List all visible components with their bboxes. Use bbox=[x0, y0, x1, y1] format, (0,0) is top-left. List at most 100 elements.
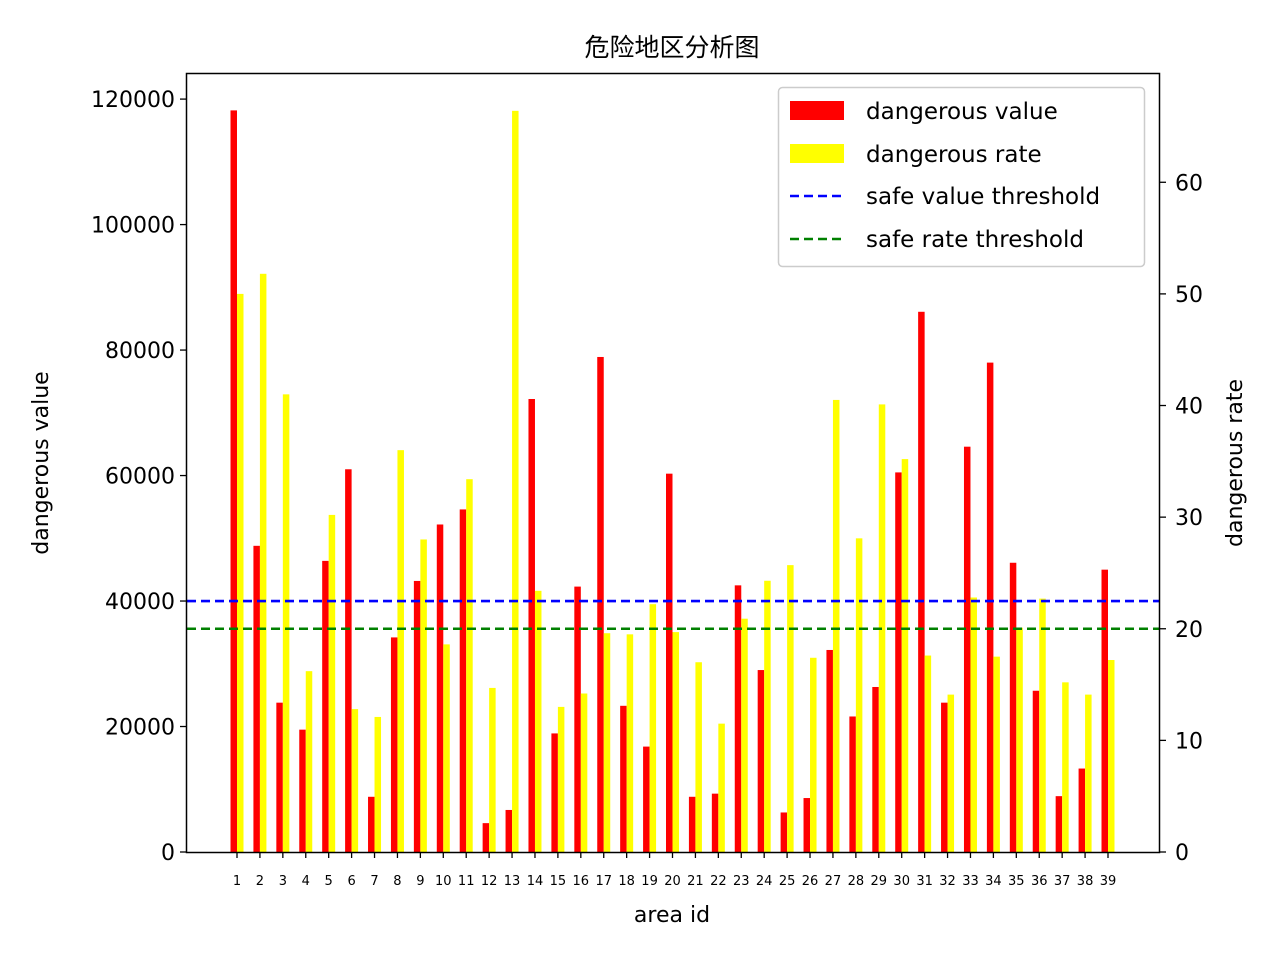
bar-dangerous-rate-17 bbox=[603, 633, 611, 852]
bar-dangerous-rate-37 bbox=[1062, 682, 1069, 852]
bar-dangerous-value-27 bbox=[826, 649, 833, 852]
bar-dangerous-rate-10 bbox=[443, 644, 450, 852]
bar-dangerous-rate-4 bbox=[305, 671, 313, 852]
x-tick-label: 8 bbox=[393, 874, 401, 889]
legend-swatch-dangerous-value bbox=[790, 101, 844, 120]
bar-dangerous-rate-19 bbox=[649, 604, 657, 852]
bar-dangerous-value-24 bbox=[757, 670, 765, 852]
bar-dangerous-rate-13 bbox=[512, 110, 519, 853]
bar-dangerous-value-15 bbox=[551, 733, 558, 852]
bar-dangerous-value-12 bbox=[482, 823, 490, 852]
bar-dangerous-value-10 bbox=[436, 524, 444, 852]
bar-dangerous-value-21 bbox=[688, 796, 696, 852]
bar-dangerous-rate-24 bbox=[764, 580, 771, 852]
bar-dangerous-rate-26 bbox=[810, 657, 817, 852]
y-right-tick-label: 50 bbox=[1175, 283, 1203, 308]
x-tick-label: 34 bbox=[985, 874, 1002, 889]
bar-dangerous-rate-3 bbox=[282, 394, 290, 852]
bar-dangerous-rate-22 bbox=[718, 723, 725, 852]
bar-dangerous-value-14 bbox=[528, 399, 535, 852]
bar-dangerous-rate-27 bbox=[832, 399, 840, 852]
x-tick-label: 21 bbox=[687, 874, 704, 889]
x-tick-label: 28 bbox=[848, 874, 865, 889]
y-left-tick-label: 0 bbox=[161, 841, 175, 866]
x-tick-label: 6 bbox=[347, 874, 355, 889]
x-tick-label: 20 bbox=[664, 874, 681, 889]
y-right-tick-label: 10 bbox=[1175, 729, 1203, 754]
legend-label-safe-rate-threshold: safe rate threshold bbox=[866, 227, 1084, 253]
x-tick-label: 12 bbox=[481, 874, 498, 889]
x-tick-label: 9 bbox=[416, 874, 424, 889]
bar-dangerous-value-17 bbox=[597, 356, 604, 852]
y-axis-right-label: dangerous rate bbox=[1223, 379, 1248, 547]
x-tick-label: 29 bbox=[871, 874, 888, 889]
x-tick-label: 2 bbox=[256, 874, 264, 889]
bar-dangerous-value-35 bbox=[1009, 562, 1017, 852]
bar-dangerous-rate-30 bbox=[901, 459, 909, 852]
x-tick-label: 24 bbox=[756, 874, 773, 889]
legend-label-dangerous-value: dangerous value bbox=[866, 99, 1058, 125]
bar-dangerous-rate-9 bbox=[420, 539, 427, 852]
y-right-tick-label: 20 bbox=[1175, 618, 1203, 643]
x-tick-label: 13 bbox=[504, 874, 521, 889]
bar-dangerous-value-37 bbox=[1055, 796, 1063, 852]
bar-dangerous-value-36 bbox=[1032, 690, 1040, 852]
bar-dangerous-rate-7 bbox=[374, 716, 382, 852]
bar-dangerous-rate-21 bbox=[695, 662, 702, 852]
bar-dangerous-value-6 bbox=[345, 469, 352, 852]
y-right-tick-label: 40 bbox=[1175, 395, 1203, 420]
x-tick-label: 35 bbox=[1008, 874, 1025, 889]
bar-dangerous-value-4 bbox=[299, 729, 306, 852]
bar-dangerous-value-16 bbox=[574, 586, 581, 852]
bar-dangerous-rate-29 bbox=[878, 404, 886, 852]
bar-dangerous-value-22 bbox=[711, 793, 719, 852]
y-left-tick-label: 100000 bbox=[91, 214, 175, 239]
x-tick-label: 26 bbox=[802, 874, 819, 889]
x-tick-label: 25 bbox=[779, 874, 796, 889]
bar-dangerous-rate-39 bbox=[1108, 660, 1115, 852]
x-tick-label: 37 bbox=[1054, 874, 1071, 889]
bar-dangerous-rate-34 bbox=[993, 656, 1000, 852]
x-tick-label: 5 bbox=[325, 874, 333, 889]
x-tick-label: 14 bbox=[527, 874, 544, 889]
bar-dangerous-value-39 bbox=[1101, 569, 1108, 852]
y-left-tick-label: 20000 bbox=[105, 716, 175, 741]
bar-dangerous-rate-28 bbox=[855, 538, 863, 852]
x-tick-label: 1 bbox=[233, 874, 241, 889]
bar-dangerous-value-30 bbox=[895, 472, 902, 852]
x-tick-label: 7 bbox=[370, 874, 378, 889]
bar-dangerous-rate-23 bbox=[741, 618, 748, 852]
x-tick-label: 23 bbox=[733, 874, 750, 889]
legend: dangerous value dangerous rate safe valu… bbox=[777, 86, 1146, 268]
bar-dangerous-value-28 bbox=[849, 716, 856, 852]
bar-dangerous-rate-38 bbox=[1085, 694, 1092, 852]
x-tick-label: 17 bbox=[595, 874, 612, 889]
bar-dangerous-rate-18 bbox=[626, 634, 634, 852]
bar-dangerous-rate-8 bbox=[397, 450, 404, 852]
x-tick-label: 31 bbox=[916, 874, 933, 889]
x-tick-label: 32 bbox=[939, 874, 956, 889]
bar-dangerous-value-29 bbox=[872, 686, 879, 852]
bar-dangerous-value-23 bbox=[734, 585, 742, 852]
x-tick-label: 18 bbox=[618, 874, 635, 889]
bar-dangerous-rate-15 bbox=[557, 706, 565, 852]
y-left-tick-label: 60000 bbox=[105, 465, 175, 490]
bar-dangerous-value-1 bbox=[230, 110, 237, 852]
x-tick-label: 27 bbox=[825, 874, 842, 889]
bar-dangerous-value-34 bbox=[986, 362, 994, 852]
bar-dangerous-value-7 bbox=[368, 796, 375, 852]
legend-label-safe-value-threshold: safe value threshold bbox=[866, 184, 1100, 210]
bar-dangerous-rate-33 bbox=[970, 597, 977, 852]
x-tick-label: 4 bbox=[302, 874, 310, 889]
bar-dangerous-rate-2 bbox=[259, 273, 267, 852]
x-tick-label: 19 bbox=[641, 874, 658, 889]
y-left-tick-label: 80000 bbox=[105, 339, 175, 364]
bar-dangerous-value-19 bbox=[643, 746, 650, 852]
bar-dangerous-rate-20 bbox=[672, 632, 679, 852]
x-tick-label: 38 bbox=[1077, 874, 1094, 889]
chart-title: 危险地区分析图 bbox=[584, 33, 759, 62]
bar-dangerous-value-31 bbox=[918, 311, 925, 852]
bar-dangerous-rate-12 bbox=[489, 687, 496, 852]
x-tick-label: 36 bbox=[1031, 874, 1048, 889]
